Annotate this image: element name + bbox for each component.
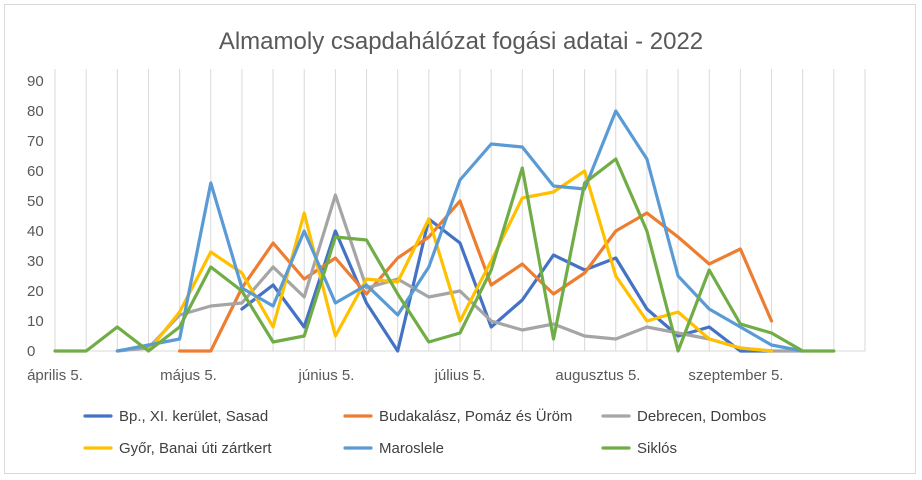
legend-label: Budakalász, Pomáz és Üröm bbox=[379, 407, 572, 425]
y-tick-label: 40 bbox=[27, 223, 44, 240]
x-axis-ticks: április 5. május 5. június 5. július 5. augu… bbox=[27, 367, 783, 384]
y-tick-label: 90 bbox=[27, 73, 44, 90]
y-tick-label: 60 bbox=[27, 163, 44, 180]
y-tick-label: 50 bbox=[27, 193, 44, 210]
legend-label: Bp., XI. kerület, Sasad bbox=[119, 408, 268, 425]
x-tick-label: április 5. bbox=[27, 367, 83, 384]
x-tick-label: augusztus 5. bbox=[555, 367, 640, 384]
chart-frame: Almamoly csapdahálózat fogási adatai - 2… bbox=[4, 4, 916, 474]
y-tick-label: 0 bbox=[27, 343, 35, 360]
series-lines bbox=[53, 109, 836, 353]
legend-label: Debrecen, Dombos bbox=[637, 408, 766, 425]
chart-title: Almamoly csapdahálózat fogási adatai - 2… bbox=[219, 28, 703, 55]
series-2 bbox=[115, 193, 805, 353]
series-line bbox=[178, 199, 774, 353]
x-tick-label: június 5. bbox=[298, 367, 355, 384]
y-tick-label: 10 bbox=[27, 313, 44, 330]
x-tick-label: május 5. bbox=[160, 367, 217, 384]
legend-label: Siklós bbox=[637, 440, 677, 457]
y-tick-label: 80 bbox=[27, 103, 44, 120]
series-line bbox=[115, 109, 805, 353]
gridlines bbox=[54, 69, 866, 352]
y-tick-label: 30 bbox=[27, 253, 44, 270]
legend: Bp., XI. kerület, Sasad Budakalász, Pomáz… bbox=[83, 407, 766, 457]
series-4 bbox=[115, 109, 805, 353]
y-tick-label: 20 bbox=[27, 283, 44, 300]
x-tick-label: szeptember 5. bbox=[688, 367, 783, 384]
legend-item: Budakalász, Pomáz és Üröm bbox=[343, 407, 572, 425]
legend-label: Győr, Banai úti zártkert bbox=[119, 440, 272, 457]
legend-item: Győr, Banai úti zártkert bbox=[83, 440, 272, 457]
series-5 bbox=[53, 157, 836, 353]
legend-item: Maroslele bbox=[343, 440, 444, 457]
y-tick-label: 70 bbox=[27, 133, 44, 150]
legend-item: Bp., XI. kerület, Sasad bbox=[83, 408, 268, 425]
legend-item: Debrecen, Dombos bbox=[601, 408, 766, 425]
legend-label: Maroslele bbox=[379, 440, 444, 457]
series-1 bbox=[178, 199, 774, 353]
legend-item: Siklós bbox=[601, 440, 677, 457]
series-line bbox=[115, 193, 805, 353]
chart-svg: Almamoly csapdahálózat fogási adatai - 2… bbox=[27, 28, 866, 457]
x-tick-label: július 5. bbox=[434, 367, 486, 384]
y-axis-ticks: 0 10 20 30 40 50 60 70 80 90 bbox=[27, 73, 44, 360]
series-line bbox=[53, 157, 836, 353]
